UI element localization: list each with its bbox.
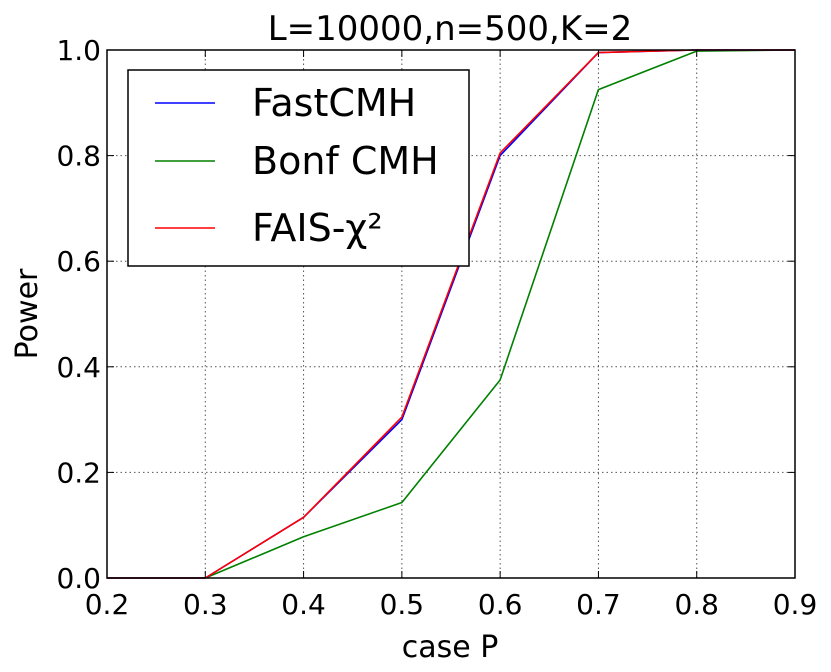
y-tick-label: 0.8 [56,140,101,173]
legend-label: FAIS-χ² [252,206,383,250]
y-tick-label: 1.0 [56,34,101,67]
y-tick-label: 0.2 [56,456,101,489]
y-axis-label: Power [10,268,45,359]
x-tick-label: 0.7 [576,588,621,621]
y-tick-label: 0.4 [56,351,101,384]
chart-title: L=10000,n=500,K=2 [268,9,633,49]
x-tick-label: 0.6 [478,588,523,621]
axis-ticks: 0.2 0.3 0.4 0.5 0.6 0.7 0.8 0.90.00.20.40.60.81… [56,34,817,621]
x-axis-label: case P [402,630,499,665]
y-tick-label: 0.0 [56,562,101,595]
x-tick-label: 0.5 [380,588,425,621]
x-tick-label: 0.3 [183,588,228,621]
legend-label: Bonf CMH [252,139,439,183]
legend: FastCMH Bonf CMH FAIS-χ² [127,69,470,267]
x-tick-label: 0.9 [773,588,818,621]
x-tick-label: 0.4 [281,588,326,621]
y-tick-label: 0.6 [56,245,101,278]
x-tick-label: 0.8 [674,588,719,621]
x-tick-label: 0.2 [85,588,130,621]
plot-frame [106,49,796,579]
legend-label: FastCMH [252,81,416,125]
series-line-bonf-cmh [107,49,796,579]
